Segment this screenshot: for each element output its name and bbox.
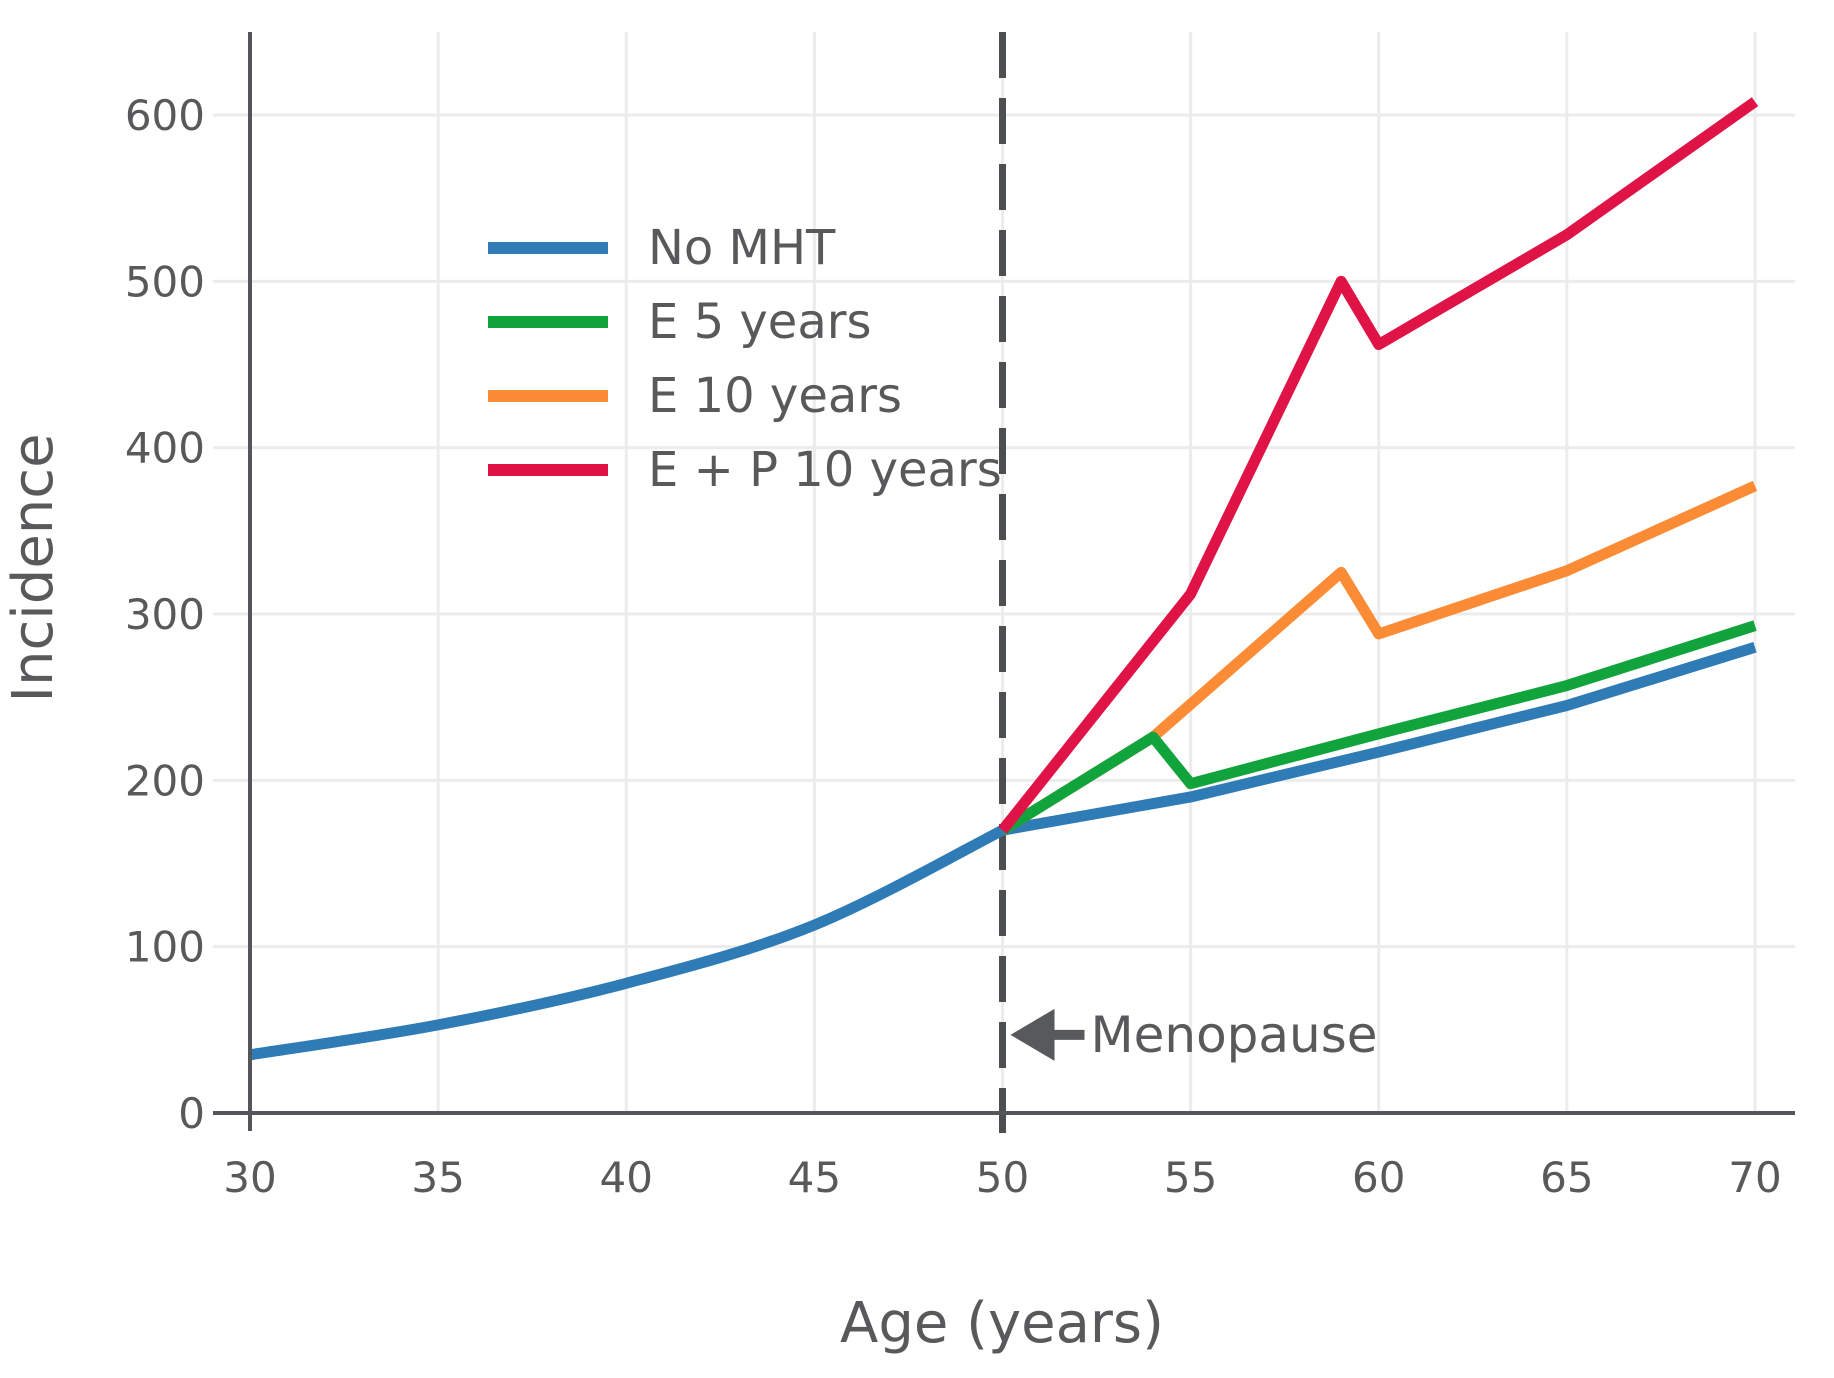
y-tick-label: 100 <box>125 923 205 972</box>
x-axis-title: Age (years) <box>840 1291 1164 1356</box>
legend-item: E 10 years <box>488 368 902 424</box>
x-tick-label: 40 <box>600 1153 653 1202</box>
x-tick-label: 30 <box>223 1153 276 1202</box>
x-tick-label: 60 <box>1352 1153 1405 1202</box>
series-line-e-p-10-years <box>998 97 1759 834</box>
menopause-arrow-icon <box>1010 1008 1055 1061</box>
series-line-e-5-years <box>999 620 1757 835</box>
legend-label: E 10 years <box>648 368 902 424</box>
x-tick-label: 45 <box>788 1153 841 1202</box>
legend-label: No MHT <box>648 220 836 276</box>
y-tick-label: 600 <box>125 91 205 140</box>
legend-swatch <box>488 390 608 402</box>
y-tick-label: 200 <box>125 756 205 805</box>
legend-swatch <box>488 316 608 328</box>
legend-swatch <box>488 242 608 254</box>
legend-item: E + P 10 years <box>488 442 1002 498</box>
x-tick-label: 70 <box>1728 1153 1781 1202</box>
legend-item: No MHT <box>488 220 836 276</box>
y-axis-title: Incidence <box>1 433 66 702</box>
legend-label: E + P 10 years <box>648 442 1002 498</box>
legend-swatch <box>488 464 608 476</box>
y-tick-label: 500 <box>125 257 205 306</box>
y-tick-label: 300 <box>125 590 205 639</box>
legend-item: E 5 years <box>488 294 871 350</box>
menopause-label: Menopause <box>1091 1006 1378 1064</box>
y-tick-label: 400 <box>125 424 205 473</box>
legend: No MHT E 5 years E 10 years E + P 10 years <box>488 220 1002 498</box>
x-tick-label: 50 <box>976 1153 1029 1202</box>
x-tick-label: 55 <box>1164 1153 1217 1202</box>
y-tick-label: 0 <box>178 1089 205 1138</box>
menopause-annotation: Menopause <box>1010 1006 1378 1064</box>
x-tick-label: 35 <box>411 1153 464 1202</box>
x-tick-label: 65 <box>1540 1153 1593 1202</box>
series-line-no-mht <box>249 642 1757 1061</box>
legend-label: E 5 years <box>648 294 871 350</box>
